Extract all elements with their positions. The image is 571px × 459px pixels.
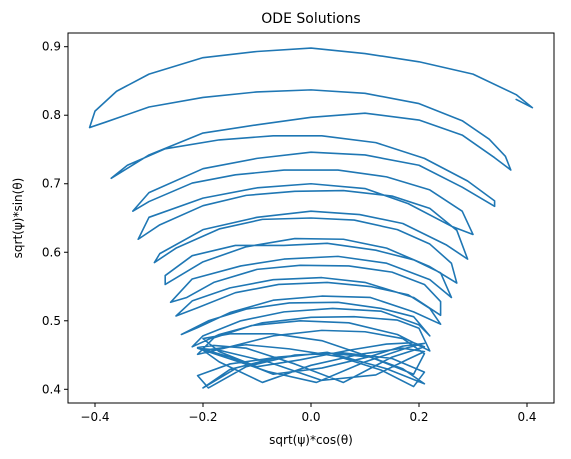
x-tick-label: −0.2 xyxy=(188,410,217,424)
x-tick-label: 0.0 xyxy=(301,410,320,424)
ode-solution-line xyxy=(88,47,534,389)
plot-area xyxy=(88,47,534,389)
y-tick-label: 0.8 xyxy=(42,108,61,122)
x-axis-label: sqrt(ψ)*cos(θ) xyxy=(269,433,353,447)
y-tick-label: 0.9 xyxy=(42,40,61,54)
y-tick-label: 0.7 xyxy=(42,177,61,191)
y-tick-label: 0.5 xyxy=(42,314,61,328)
y-axis-label: sqrt(ψ)*sin(θ) xyxy=(11,178,25,259)
axes-frame xyxy=(67,32,555,404)
x-tick-label: 0.2 xyxy=(409,410,428,424)
y-axis-ticks: 0.4 0.5 0.6 0.7 0.8 0.9 xyxy=(42,40,68,396)
y-tick-label: 0.6 xyxy=(42,245,61,259)
x-axis-ticks: −0.4 −0.2 0.0 0.2 0.4 xyxy=(80,403,537,424)
chart-title: ODE Solutions xyxy=(261,11,360,27)
x-tick-label: −0.4 xyxy=(80,410,109,424)
x-tick-label: 0.4 xyxy=(517,410,536,424)
y-tick-label: 0.4 xyxy=(42,382,61,396)
